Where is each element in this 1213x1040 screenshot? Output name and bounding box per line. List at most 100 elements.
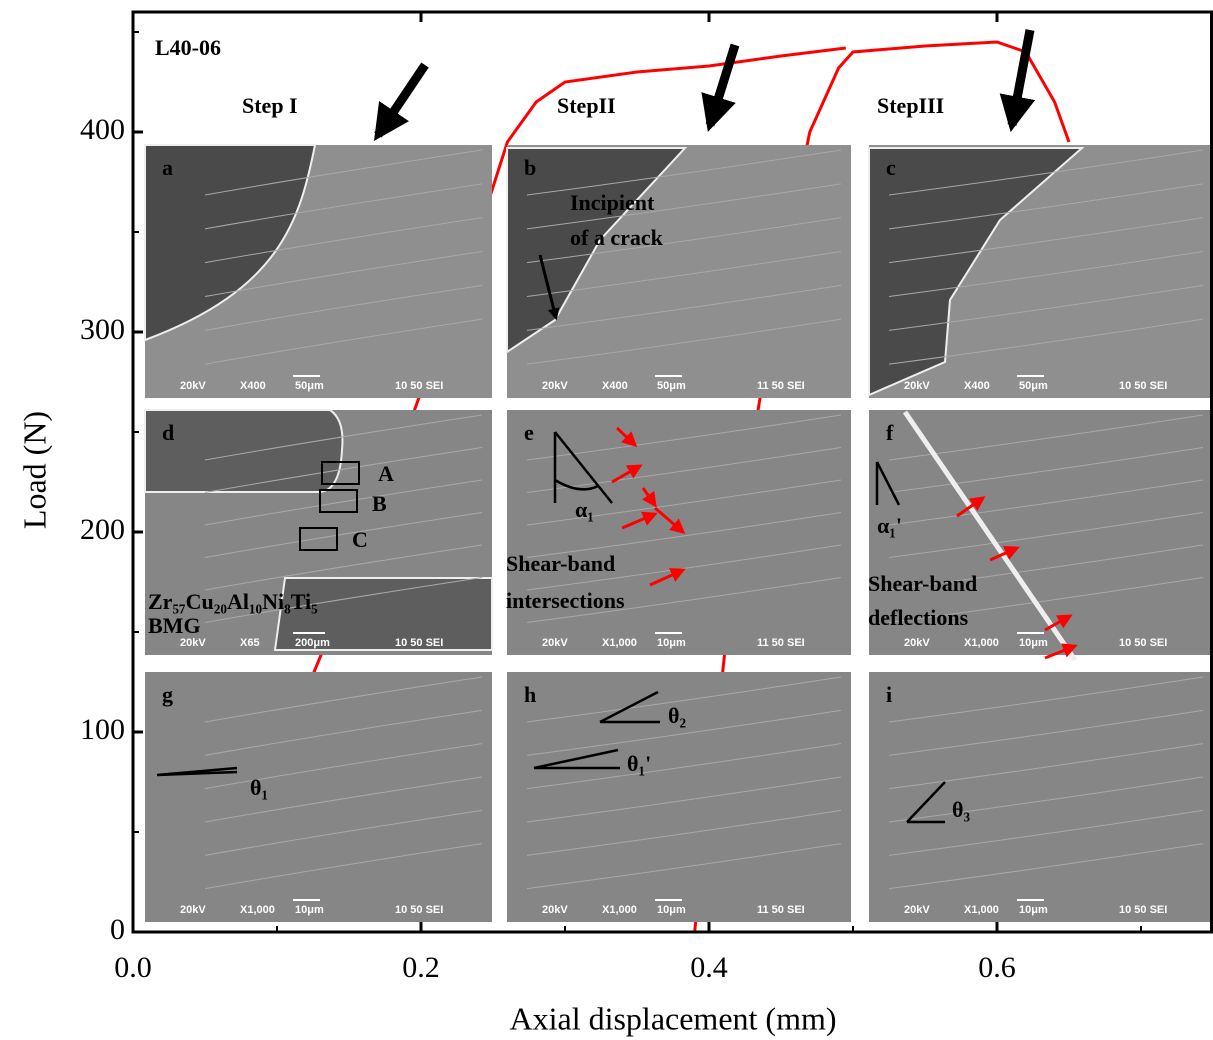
annotation: of a crack: [570, 225, 664, 250]
sem-info: 10μm: [657, 904, 686, 916]
sem-info: 10 50 SEI: [395, 380, 443, 392]
annotation: α₁: [575, 497, 594, 522]
shear-arrow: [621, 511, 658, 530]
angle-sketch: [553, 431, 613, 504]
sem-texture: [204, 843, 483, 890]
y-tick-label: 0: [110, 913, 125, 946]
sem-info: X65: [240, 637, 260, 649]
x-tick-label: 0.2: [402, 951, 440, 984]
sem-texture: [888, 843, 1204, 890]
sem-info: X1,000: [602, 637, 637, 649]
sem-info: X400: [240, 380, 266, 392]
shear-arrow: [649, 568, 686, 587]
sem-texture: [526, 284, 842, 331]
sem-info: X1,000: [964, 904, 999, 916]
y-tick-label: 300: [80, 313, 125, 346]
sem-texture: [526, 414, 842, 461]
sem-dark-region: [144, 144, 317, 342]
annotation: θ₁': [627, 751, 651, 776]
sem-texture: [204, 676, 483, 723]
sem-texture: [526, 512, 842, 558]
sem-info: 10 50 SEI: [395, 904, 443, 916]
sem-info: 20kV: [904, 380, 930, 392]
sem-info: 20kV: [180, 904, 206, 916]
annotation: α₁': [877, 513, 902, 538]
step-label: StepII: [557, 93, 616, 118]
sem-texture: [526, 149, 842, 196]
sem-info: X1,000: [964, 637, 999, 649]
sem-info: 10 50 SEI: [1119, 380, 1167, 392]
annotation: Incipient: [570, 190, 655, 215]
annotation: A: [378, 461, 394, 486]
sem-info: 50μm: [657, 380, 686, 392]
annotation: θ₂: [668, 703, 686, 728]
sem-texture: [204, 318, 483, 365]
sem-texture: [204, 709, 483, 756]
sem-texture: [204, 183, 483, 230]
y-tick-label: 200: [80, 513, 125, 546]
angle-sketch: [533, 748, 620, 770]
sem-texture: [888, 743, 1204, 790]
sem-info: 10μm: [1019, 637, 1048, 649]
region-box: [299, 527, 338, 551]
panel-label: f: [886, 420, 894, 445]
y-axis-label: Load (N): [16, 411, 52, 529]
y-tick-label: 100: [80, 713, 125, 746]
sem-texture: [204, 776, 483, 823]
annotation: deflections: [868, 605, 969, 630]
step-arrow: [373, 62, 429, 141]
region-box: [319, 489, 358, 513]
sem-texture: [888, 709, 1204, 756]
sem-texture: [888, 414, 1204, 461]
sem-texture: [526, 843, 842, 890]
panel-label: b: [524, 155, 536, 180]
sem-texture: [204, 447, 483, 493]
sem-texture: [204, 479, 483, 526]
angle-sketch: [875, 461, 901, 506]
shear-arrow: [641, 487, 657, 508]
shear-arrow: [989, 546, 1020, 562]
sem-texture: [526, 676, 842, 723]
sem-info: 10 50 SEI: [1119, 637, 1167, 649]
sem-texture: [888, 149, 1204, 196]
plot-frame: [131, 10, 1213, 934]
sem-texture: [204, 809, 483, 856]
crack-pointer: [538, 254, 560, 321]
sem-info: 20kV: [904, 637, 930, 649]
sem-texture: [888, 776, 1204, 823]
shear-arrow: [1044, 643, 1078, 660]
annotation: BMG: [148, 613, 201, 638]
sem-texture: [888, 512, 1204, 558]
sem-info: 20kV: [542, 380, 568, 392]
angle-sketch: [156, 766, 238, 777]
sem-info: 10μm: [295, 904, 324, 916]
sem-info: 10 50 SEI: [1119, 904, 1167, 916]
sem-info: 10μm: [1019, 904, 1048, 916]
sem-info: 10 50 SEI: [395, 637, 443, 649]
shear-arrow: [615, 426, 638, 448]
sem-image: [145, 672, 492, 922]
sem-texture: [526, 447, 842, 493]
panel-label: e: [524, 420, 534, 445]
angle-sketch: [599, 690, 660, 724]
annotation: B: [372, 491, 387, 516]
x-tick-label: 0.6: [978, 951, 1016, 984]
sem-texture: [526, 577, 842, 623]
shear-arrow: [654, 506, 686, 534]
x-axis-label: Axial displacement (mm): [509, 1000, 836, 1036]
step-label: Step I: [242, 93, 298, 118]
sem-info: 20kV: [180, 637, 206, 649]
sem-texture: [204, 414, 483, 461]
region-box: [321, 461, 360, 485]
sem-info: X1,000: [240, 904, 275, 916]
sem-texture: [888, 183, 1204, 230]
sem-texture: [526, 251, 842, 297]
sem-texture: [526, 743, 842, 790]
panel-label: g: [162, 682, 173, 707]
step-label: StepIII: [877, 93, 944, 118]
sem-texture: [204, 544, 483, 591]
x-tick-label: 0.4: [690, 951, 728, 984]
sem-texture: [888, 544, 1204, 591]
annotation: intersections: [506, 588, 625, 613]
